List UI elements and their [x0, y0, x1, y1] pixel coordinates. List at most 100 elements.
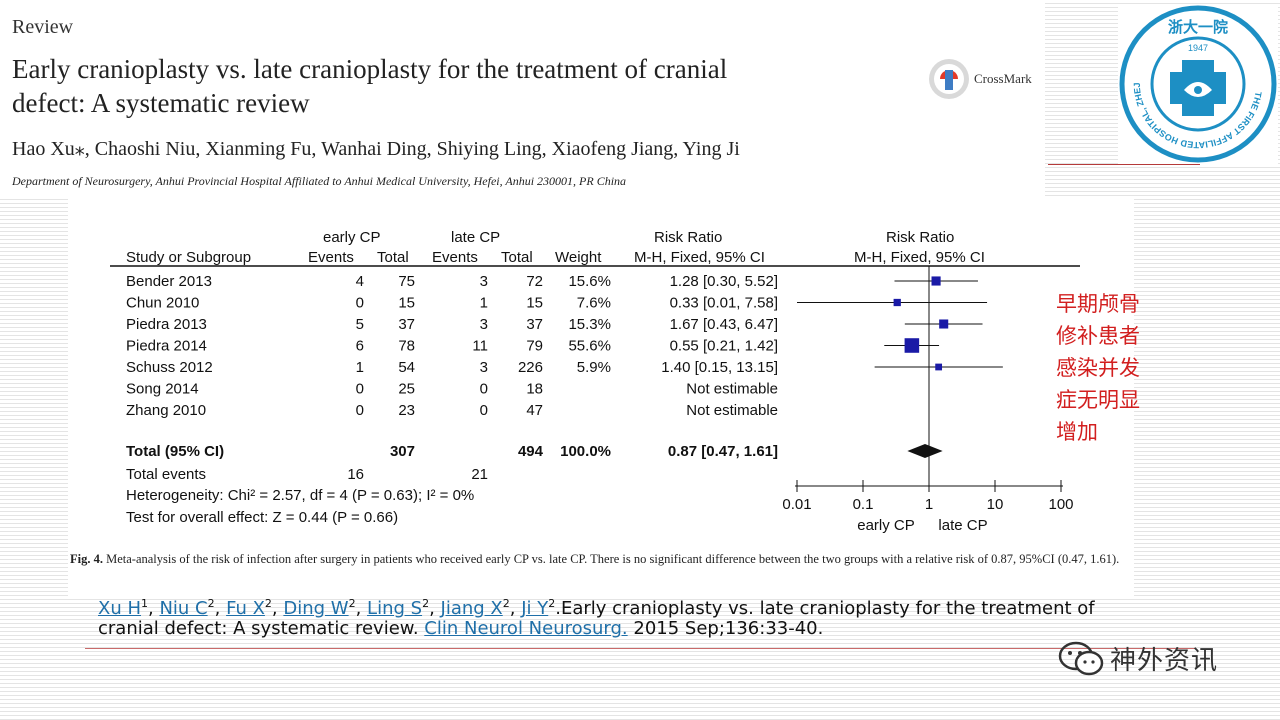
figure-caption: Fig. 4. Meta-analysis of the risk of inf…: [70, 550, 1134, 569]
total-sum-late: 494: [518, 443, 544, 460]
wechat-icon: [1058, 641, 1104, 675]
affiliation: Department of Neurosurgery, Anhui Provin…: [12, 174, 627, 188]
x-tick-label: 100: [1048, 496, 1073, 513]
col-method: M-H, Fixed, 95% CI: [634, 249, 765, 266]
author-list: Hao Xu⁎, Chaoshi Niu, Xianming Fu, Wanha…: [12, 138, 740, 160]
author-affiliation-number: 1: [141, 597, 148, 610]
citation-author-link[interactable]: Jiang X: [440, 598, 503, 619]
col-method-plot: M-H, Fixed, 95% CI: [854, 249, 985, 266]
total-late: 37: [526, 316, 543, 333]
risk-ratio-ci: 1.28 [0.30, 5.52]: [670, 273, 778, 290]
author-affiliation-number: 2: [264, 597, 272, 610]
hospital-logo: THE FIRST AFFILIATED HOSPITAL, ZHEJIANG …: [1114, 0, 1278, 164]
total-sum-early: 307: [390, 443, 415, 460]
author-affiliation-number: 2: [502, 597, 510, 610]
col-total-early: Total: [377, 249, 409, 266]
events-early: 5: [356, 316, 364, 333]
col-weight: Weight: [555, 249, 602, 266]
study-name: Zhang 2010: [126, 402, 206, 419]
events-late: 0: [480, 381, 488, 398]
events-late: 0: [480, 402, 488, 419]
citation-author-link[interactable]: Ding W: [283, 598, 349, 619]
point-estimate-marker: [935, 363, 943, 371]
overall-effect-text: Test for overall effect: Z = 0.44 (P = 0…: [126, 509, 398, 526]
header-risk-ratio: Risk Ratio: [654, 229, 722, 246]
risk-ratio-ci: Not estimable: [686, 402, 778, 419]
citation-author-link[interactable]: Xu H: [98, 598, 141, 619]
x-tick-label: 1: [925, 496, 933, 513]
favours-right-label: late CP: [938, 517, 987, 534]
events-late: 11: [472, 338, 488, 355]
study-weight: 7.6%: [577, 295, 611, 312]
citation-details: 2015 Sep;136:33-40.: [627, 618, 824, 639]
study-name: Schuss 2012: [126, 359, 213, 376]
author-separator: ,: [148, 598, 160, 619]
total-late: 72: [526, 273, 543, 290]
paper-title: Early cranioplasty vs. late cranioplasty…: [12, 54, 728, 118]
forest-plot: early CP late CP Risk Ratio Risk Ratio S…: [110, 229, 1080, 534]
divider-top: [1048, 164, 1200, 165]
events-late: 1: [480, 295, 488, 312]
crossmark-label: CrossMark: [974, 71, 1032, 86]
figure-label: Fig. 4.: [70, 552, 103, 566]
author-affiliation-number: 2: [422, 597, 430, 610]
total-diamond: [907, 444, 943, 458]
citation: Xu H1, Niu C2, Fu X2, Ding W2, Ling S2, …: [98, 594, 1108, 639]
events-early: 4: [356, 273, 364, 290]
point-estimate-marker: [904, 338, 920, 353]
total-late: 15: [526, 295, 543, 312]
total-late: 18: [526, 381, 543, 398]
crossmark-icon: [929, 59, 969, 99]
col-events-late: Events: [432, 249, 478, 266]
total-late: 226: [518, 359, 543, 376]
author-separator: ,: [214, 598, 227, 619]
header-early-cp: early CP: [323, 229, 381, 246]
risk-ratio-ci: 0.55 [0.21, 1.42]: [670, 338, 778, 355]
section-label: Review: [12, 16, 74, 38]
total-late: 47: [526, 402, 543, 419]
logo-year: 1947: [1188, 43, 1208, 53]
author-affiliation-number: 2: [348, 597, 356, 610]
study-name: Song 2014: [126, 381, 199, 398]
citation-author-link[interactable]: Ling S: [367, 598, 423, 619]
citation-author-link[interactable]: Niu C: [159, 598, 208, 619]
citation-author-link[interactable]: Fu X: [226, 598, 265, 619]
forest-plot-figure: early CP late CP Risk Ratio Risk Ratio S…: [68, 198, 1134, 596]
risk-ratio-ci: Not estimable: [686, 381, 778, 398]
total-early: 78: [398, 338, 415, 355]
author-separator: ,: [429, 598, 441, 619]
total-early: 15: [398, 295, 415, 312]
favours-left-label: early CP: [857, 517, 915, 534]
header-risk-ratio-plot: Risk Ratio: [886, 229, 954, 246]
author-separator: ,: [355, 598, 368, 619]
citation-author-link[interactable]: Ji Y: [521, 598, 549, 619]
point-estimate-marker: [931, 276, 941, 286]
study-name: Piedra 2013: [126, 316, 207, 333]
x-tick-label: 0.1: [853, 496, 874, 513]
events-early: 0: [356, 295, 364, 312]
risk-ratio-ci: 0.33 [0.01, 7.58]: [670, 295, 778, 312]
total-early: 54: [398, 359, 415, 376]
citation-journal-link[interactable]: Clin Neurol Neurosurg.: [424, 618, 628, 639]
logo-cn-text: 浙大一院: [1168, 18, 1228, 36]
hospital-emblem-icon: THE FIRST AFFILIATED HOSPITAL, ZHEJIANG …: [1114, 0, 1277, 163]
figure-caption-text: Meta-analysis of the risk of infection a…: [106, 552, 1120, 566]
crossmark-badge[interactable]: CrossMark: [928, 58, 1032, 100]
total-early: 75: [398, 273, 415, 290]
study-weight: 55.6%: [568, 338, 611, 355]
header-late-cp: late CP: [451, 229, 500, 246]
x-tick-label: 0.01: [782, 496, 811, 513]
total-label: Total (95% CI): [126, 443, 224, 460]
total-events-early: 16: [347, 466, 364, 483]
col-study: Study or Subgroup: [126, 249, 251, 266]
risk-ratio-ci: 1.40 [0.15, 13.15]: [661, 359, 778, 376]
author-separator: ,: [271, 598, 284, 619]
paper-header: Review Early cranioplasty vs. late crani…: [0, 0, 1045, 198]
events-early: 6: [356, 338, 364, 355]
risk-ratio-ci: 1.67 [0.43, 6.47]: [670, 316, 778, 333]
divider-bottom: [85, 648, 1195, 649]
events-late: 3: [480, 273, 488, 290]
watermark-label: 神外资讯: [1110, 646, 1219, 676]
study-name: Piedra 2014: [126, 338, 207, 355]
heterogeneity-text: Heterogeneity: Chi² = 2.57, df = 4 (P = …: [126, 487, 474, 504]
